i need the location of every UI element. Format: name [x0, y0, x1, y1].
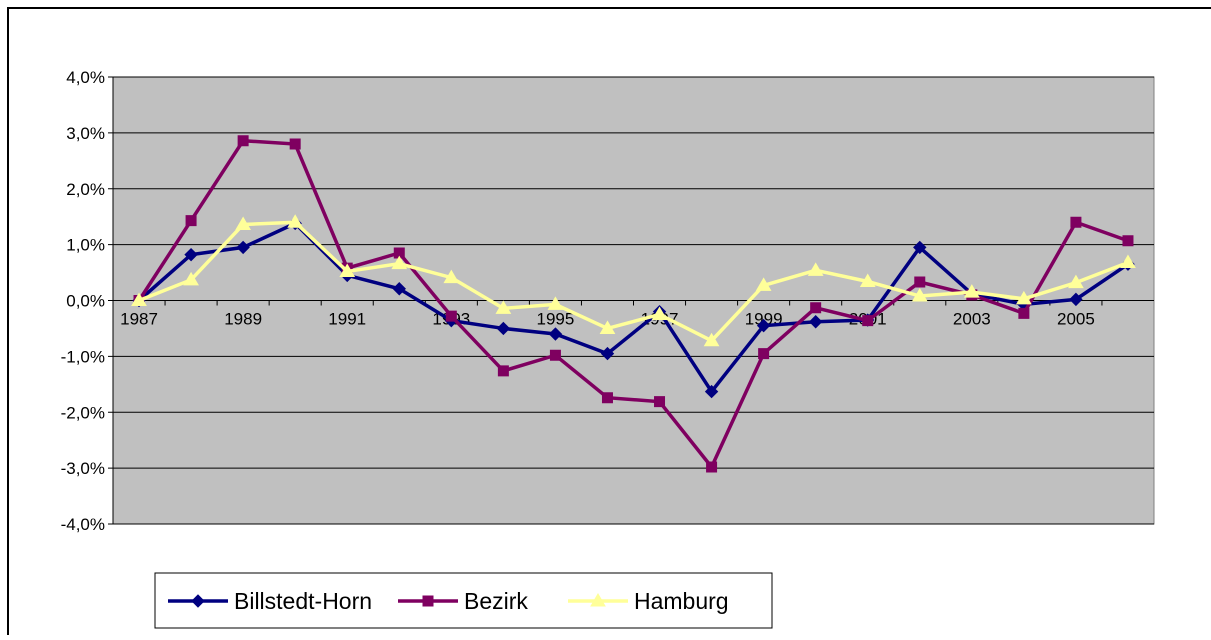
y-tick-label: 4,0% — [66, 68, 105, 87]
data-point — [495, 300, 512, 314]
data-point — [497, 365, 509, 377]
y-tick-label: -1,0% — [61, 347, 105, 366]
y-tick-label: 0,0% — [66, 292, 105, 311]
legend-label: Bezirk — [464, 588, 528, 614]
legend-marker — [590, 593, 606, 607]
data-point — [859, 273, 876, 288]
data-point — [393, 247, 405, 259]
data-point — [287, 214, 304, 228]
data-point — [600, 346, 615, 361]
data-point — [235, 216, 251, 231]
x-tick-label: 2005 — [1057, 310, 1095, 329]
data-point — [758, 348, 770, 360]
data-point — [1016, 290, 1032, 305]
x-tick-label: 1991 — [328, 310, 366, 329]
data-point — [808, 315, 823, 329]
x-tick-label: 2003 — [953, 310, 991, 329]
data-point — [183, 271, 199, 286]
data-point — [807, 262, 824, 276]
data-point — [755, 277, 772, 291]
data-point — [445, 310, 457, 322]
data-point — [703, 332, 720, 347]
data-point — [443, 269, 460, 284]
data-point — [185, 215, 197, 227]
data-point — [810, 302, 822, 314]
data-point — [601, 392, 613, 404]
x-tick-label: 1987 — [120, 310, 158, 329]
data-point — [392, 282, 406, 296]
legend-marker — [422, 595, 434, 607]
data-point — [1018, 307, 1030, 319]
y-tick-label: 1,0% — [66, 236, 105, 255]
y-tick-label: 3,0% — [66, 124, 105, 143]
data-point — [391, 255, 408, 270]
data-point — [289, 138, 301, 150]
series-line — [138, 220, 1129, 343]
x-tick-label: 1995 — [537, 310, 575, 329]
data-point — [549, 349, 561, 361]
data-point — [131, 292, 147, 306]
data-point — [654, 396, 666, 408]
data-point — [548, 327, 563, 341]
data-point — [913, 240, 927, 255]
data-point — [862, 315, 874, 327]
x-tick-label: 1989 — [224, 310, 262, 329]
data-point — [704, 384, 719, 399]
data-point — [651, 306, 668, 320]
data-point — [547, 296, 564, 310]
data-point — [911, 288, 928, 302]
data-point — [184, 247, 198, 262]
data-point — [1120, 254, 1136, 269]
y-tick-label: -4,0% — [61, 515, 105, 534]
legend — [154, 572, 773, 629]
y-tick-label: -2,0% — [61, 403, 105, 422]
data-point — [1070, 216, 1082, 228]
y-tick-label: 2,0% — [66, 180, 105, 199]
data-point — [496, 321, 511, 336]
data-point — [1068, 274, 1084, 289]
legend-label: Hamburg — [634, 588, 729, 614]
legend-marker — [191, 594, 205, 608]
data-point — [914, 276, 926, 288]
data-point — [237, 135, 249, 147]
data-point — [756, 318, 771, 333]
data-point — [706, 461, 718, 473]
y-tick-label: -3,0% — [61, 459, 105, 478]
data-point — [236, 240, 250, 255]
data-point — [1122, 235, 1134, 247]
data-point — [339, 263, 356, 277]
legend-label: Billstedt-Horn — [234, 588, 372, 614]
data-point — [963, 284, 980, 298]
data-point — [1069, 292, 1083, 307]
data-point — [599, 320, 616, 334]
